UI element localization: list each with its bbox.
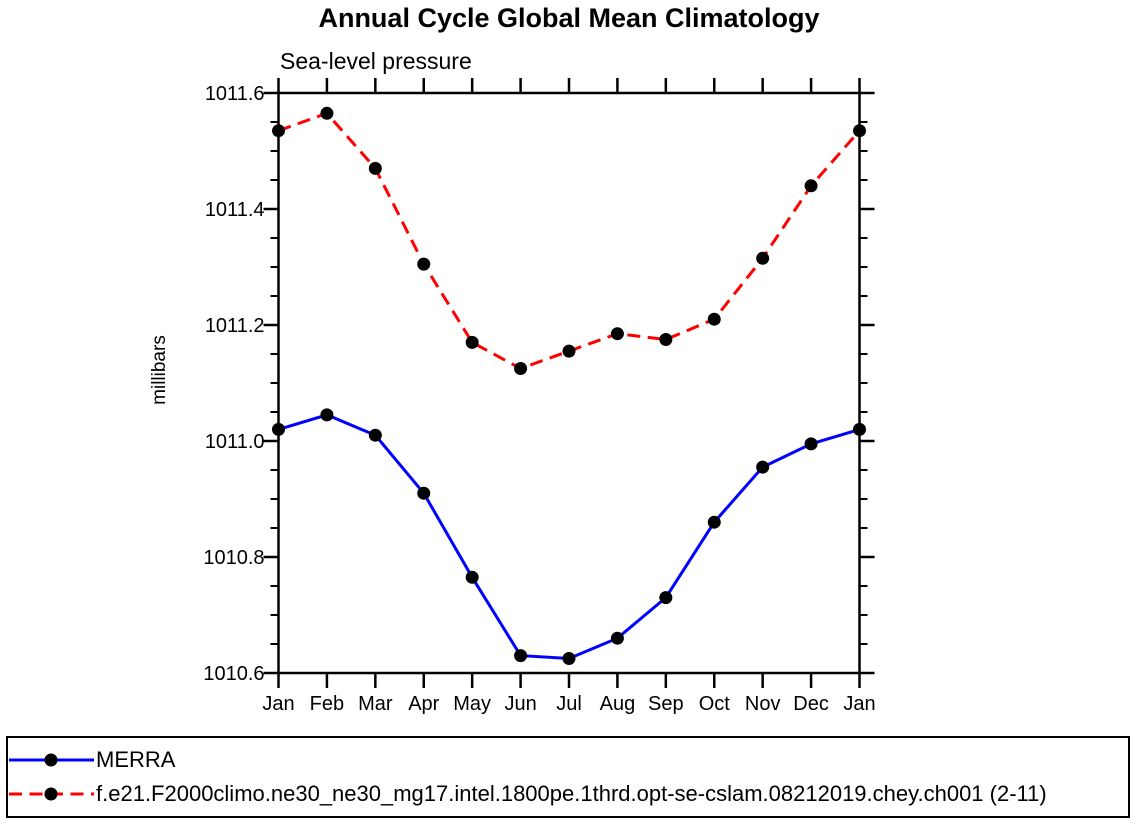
data-point-marker — [272, 422, 285, 436]
x-tick-label: Jan — [843, 693, 875, 715]
data-point-marker — [417, 486, 431, 500]
x-tick-label: Mar — [358, 693, 393, 715]
plot-area: Jan Feb Mar Apr May Jun Jul Aug Sep Oct Nov Dec Jan 1… — [203, 78, 876, 715]
x-tick-label: May — [453, 693, 491, 715]
legend-item-model: f.e21.F2000climo.ne30_ne30_mg17.intel.18… — [8, 777, 1128, 811]
data-point-marker — [707, 515, 721, 529]
x-tick-label: Nov — [745, 693, 781, 715]
legend: MERRA f.e21.F2000climo.ne30_ne30_mg17.in… — [6, 736, 1130, 818]
data-point-marker — [320, 408, 334, 422]
data-point-marker — [610, 327, 624, 341]
model-sample-marker — [44, 787, 58, 801]
x-tick-label: Aug — [600, 693, 636, 715]
axis-frame — [277, 91, 861, 675]
series-line-1 — [277, 111, 861, 371]
data-point-marker — [465, 570, 479, 584]
data-point-marker — [368, 428, 382, 442]
y-tick-label: 1010.8 — [203, 547, 264, 569]
chart-subtitle: Sea-level pressure — [280, 48, 472, 74]
data-point-marker — [804, 179, 818, 193]
data-point-marker — [659, 591, 673, 605]
data-point-marker — [853, 124, 866, 138]
legend-label-model: f.e21.F2000climo.ne30_ne30_mg17.intel.18… — [96, 781, 1047, 806]
merra-sample-marker — [44, 753, 58, 767]
data-point-marker — [756, 460, 770, 474]
x-tick-label: Jul — [556, 693, 582, 715]
data-point-marker — [707, 312, 721, 326]
data-point-marker — [465, 335, 479, 349]
series-line-0 — [278, 413, 860, 661]
data-point-marker — [514, 649, 528, 663]
data-point-marker — [417, 257, 431, 271]
y-tick-label: 1011.2 — [205, 315, 265, 337]
data-point-marker — [320, 106, 334, 120]
model-line-sample — [9, 787, 94, 801]
data-point-marker — [756, 251, 770, 265]
data-point-marker — [368, 161, 382, 175]
y-tick-label: 1011.4 — [205, 199, 265, 221]
merra-line-sample — [9, 753, 94, 767]
legend-label-merra: MERRA — [96, 747, 176, 772]
x-tick-label: Jun — [504, 693, 536, 715]
y-tick-label: 1010.6 — [203, 663, 264, 685]
x-tick-label: Oct — [699, 693, 731, 715]
data-point-marker — [804, 437, 818, 451]
data-point-marker — [610, 631, 624, 645]
data-point-marker — [562, 652, 576, 665]
data-point-marker — [272, 124, 285, 138]
x-tick-label: Dec — [793, 693, 829, 715]
x-tick-label: Sep — [648, 693, 684, 715]
x-tick-label: Apr — [408, 693, 439, 715]
data-point-marker — [659, 333, 673, 346]
y-tick-label: 1011.0 — [205, 431, 265, 453]
data-point-marker — [853, 422, 866, 436]
x-tick-label: Jan — [262, 693, 294, 715]
legend-item-merra: MERRA — [8, 743, 1128, 777]
data-point-marker — [562, 344, 576, 358]
chart-title: Annual Cycle Global Mean Climatology — [318, 3, 820, 33]
y-tick-label: 1011.6 — [205, 83, 265, 105]
x-tick-label: Feb — [310, 693, 344, 715]
data-point-marker — [514, 362, 528, 375]
